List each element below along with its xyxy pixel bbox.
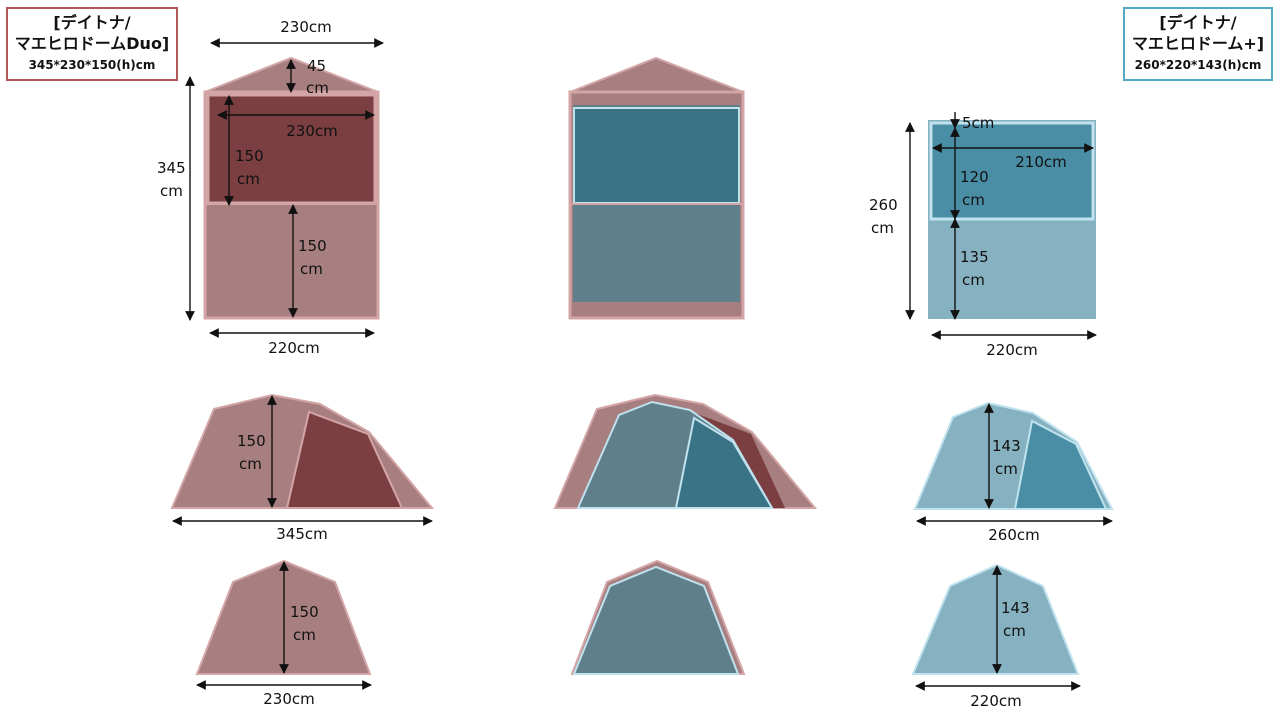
legend-duo-line2: マエヒロドームDuo]	[14, 34, 170, 53]
plus-front-height-label: 135	[960, 248, 989, 266]
duo-inner-width-label: 230cm	[286, 122, 338, 140]
plus-front-width-label: 220cm	[970, 692, 1022, 710]
duo-inner-height-label: 150	[235, 147, 264, 165]
plus-side-height-unit-label: cm	[995, 460, 1018, 478]
overlay-side-plus-inner	[674, 416, 774, 509]
duo-top-width-label: 230cm	[280, 18, 332, 36]
plus-side-length-label: 260cm	[988, 526, 1040, 544]
duo-side-view: 150 cm 345cm	[170, 393, 435, 543]
legend-duo: [デイトナ/ マエヒロドームDuo] 345*230*150(h)cm	[6, 7, 178, 81]
duo-front-height-unit-label: cm	[300, 260, 323, 278]
plus-side-view: 143 cm 260cm	[913, 401, 1114, 544]
duo-front-height-label: 150	[290, 603, 319, 621]
plus-front-height-unit-label: cm	[962, 271, 985, 289]
duo-bottom-width-label: 220cm	[268, 339, 320, 357]
duo-top-inner-tent	[206, 93, 377, 205]
plus-inner-height-label: 120	[960, 168, 989, 186]
overlay-side-view	[553, 393, 818, 509]
legend-plus-dims: 260*220*143(h)cm	[1134, 58, 1262, 72]
plus-side-inner-tent	[1013, 419, 1108, 510]
duo-side-height-label: 150	[237, 432, 266, 450]
duo-side-length-label: 345cm	[276, 525, 328, 543]
duo-front-width-label: 230cm	[263, 690, 315, 708]
legend-plus: [デイトナ/ マエヒロドーム+] 260*220*143(h)cm	[1123, 7, 1273, 81]
duo-length-unit-label: cm	[160, 182, 183, 200]
duo-peak-unit-label: cm	[306, 79, 329, 97]
duo-peak-label: 45	[307, 57, 326, 75]
plus-front-body	[911, 563, 1080, 675]
plus-front-view: 143 cm 220cm	[911, 563, 1081, 710]
plus-front-height-unit-label: cm	[1003, 622, 1026, 640]
duo-length-label: 345	[157, 159, 186, 177]
duo-inner-height-unit-label: cm	[237, 170, 260, 188]
plus-top-view: 5cm 210cm 120 cm 135 cm 260 cm 220cm	[869, 112, 1097, 359]
duo-top-view: 230cm 45 cm 230cm 150 cm 150 cm 345 cm 2…	[157, 18, 384, 357]
plus-inner-height-unit-label: cm	[962, 191, 985, 209]
duo-side-height-unit-label: cm	[239, 455, 262, 473]
overlay-top-peak	[569, 56, 744, 93]
plus-bottom-width-label: 220cm	[986, 341, 1038, 359]
legend-duo-line1: [デイトナ/	[53, 13, 131, 32]
overlay-plus-inner	[573, 107, 740, 204]
duo-front-view: 150 cm 230cm	[195, 559, 372, 708]
overlay-front-view	[570, 559, 746, 675]
legend-duo-dims: 345*230*150(h)cm	[28, 58, 156, 72]
plus-inner-width-label: 210cm	[1015, 153, 1067, 171]
plus-gap-label: 5cm	[962, 114, 994, 132]
overlay-top-view	[568, 56, 745, 320]
overlay-front-plus-body	[572, 565, 740, 675]
plus-length-label: 260	[869, 196, 898, 214]
duo-front-height-unit-label: cm	[293, 626, 316, 644]
plus-front-height-label: 143	[1001, 599, 1030, 617]
duo-front-height-label: 150	[298, 237, 327, 255]
plus-side-height-label: 143	[992, 437, 1021, 455]
duo-side-inner-tent	[285, 410, 404, 509]
plus-length-unit-label: cm	[871, 219, 894, 237]
legend-plus-line1: [デイトナ/	[1159, 13, 1237, 32]
legend-plus-line2: マエヒロドーム+]	[1131, 34, 1265, 53]
